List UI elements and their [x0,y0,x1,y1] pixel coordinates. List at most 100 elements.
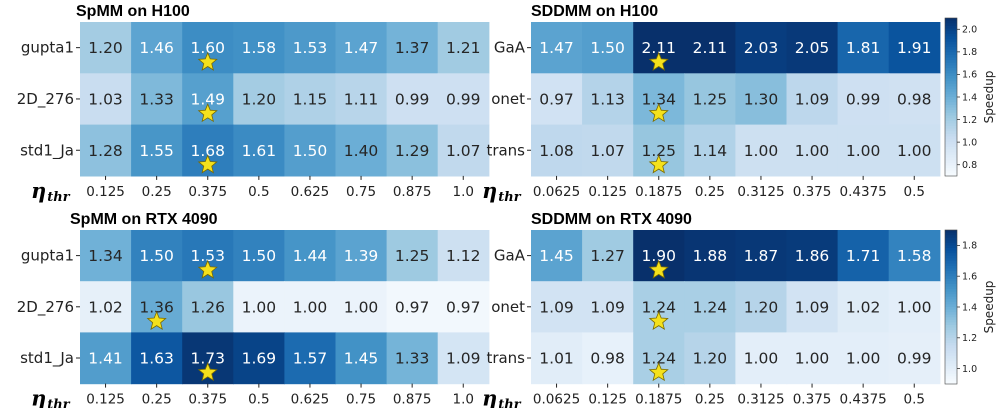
cell-value-label: 2.05 [795,39,830,57]
cell-value-label: 0.99 [897,350,932,368]
cell-value-label: 1.20 [88,39,123,57]
best-threshold-star-icon [197,362,218,382]
cell-value-label: 1.07 [590,142,625,160]
colorbar-segment [945,327,957,331]
colorbar-segment [945,304,957,308]
cell-value-label: 1.47 [344,39,379,57]
heatmap-cell [131,22,183,74]
heatmap-cell [182,281,234,333]
heatmap-cell [582,281,634,333]
heatmap-cell [335,22,388,74]
colorbar-tick-label: 1.0 [962,364,977,375]
colorbar-tick-label: 1.6 [962,70,977,81]
cell-value-label: 1.12 [446,247,481,265]
colorbar-segment [945,353,957,357]
row-label: 2D_276 [17,298,74,317]
cell-value-label: 1.02 [88,298,123,316]
colorbar-segment [945,131,957,135]
row-label: GaA [494,39,526,57]
column-label: 0.4375 [840,392,887,408]
heatmap-panel: SpMM on H100 1.20 1.46 1.60 1.58 1.53 1.47 1.37… [17,3,490,205]
colorbar-segment [945,296,957,300]
cell-value-label: 1.14 [693,142,728,160]
colorbar-segment [945,20,957,24]
colorbar-segment [945,268,957,272]
heatmap-cell [437,230,490,282]
column-label: 0.375 [188,392,227,408]
cell-value-label: 1.20 [744,298,779,316]
best-threshold-star-icon [197,154,218,174]
cell-value-label: 1.71 [846,247,881,265]
cell-value-label: 1.13 [590,90,625,108]
heatmap-cell [684,22,736,74]
heatmap-cell [531,332,583,385]
cell-value-label: 0.98 [897,90,932,108]
colorbar-segment [945,118,957,122]
heatmap-cell [735,73,788,126]
column-label: 0.75 [346,184,376,200]
cell-value-label: 1.07 [446,142,481,160]
cell-value-label: 1.25 [693,90,728,108]
colorbar-segment [945,232,957,236]
cell-value-label: 1.09 [795,90,830,108]
x-axis-label: ηthr [482,386,522,408]
colorbar-segment [945,125,957,130]
column-label: 0.5 [904,184,925,200]
colorbar-segment [945,120,957,124]
colorbar-tick-label: 1.8 [962,47,977,58]
colorbar-label: Speedup [982,71,996,124]
heatmap-cell [888,22,941,74]
colorbar-segment [945,139,957,143]
column-label: 0.75 [346,392,376,408]
heatmap-cell [284,124,337,177]
cell-value-label: 2.11 [693,39,728,57]
column-label: 0.125 [86,392,125,408]
colorbar-segment [945,330,957,334]
colorbar: 0.8 1.0 1.2 1.4 1.6 1.8 2.0 Speedup [944,17,996,177]
heatmap-cell [684,124,736,177]
heatmap-cell [335,332,388,385]
heatmap-panel: SDDMM on H100 1.47 1.50 2.11 2.11 2.03 2.05 1.8… [482,3,996,205]
cell-value-label: 1.27 [590,247,625,265]
cell-value-label: 1.58 [242,39,277,57]
colorbar-segment [945,299,957,303]
colorbar-segment [945,39,957,43]
cell-value-label: 1.00 [344,298,379,316]
colorbar-segment [945,260,957,264]
row-label: 2D_276 [17,90,74,109]
cell-value-label: 1.41 [88,350,123,368]
column-label: 0.25 [695,184,725,200]
colorbar-segment [945,86,957,90]
colorbar-segment [945,173,957,177]
cell-value-label: 1.30 [744,90,779,108]
heatmap-cell [786,230,839,282]
colorbar-segment [945,149,957,153]
column-label: 0.1875 [635,392,682,408]
colorbar-segment [945,70,957,74]
heatmap-cell [684,230,736,282]
heatmap-panel: SpMM on RTX 4090 1.34 1.50 1.53 1.50 1.44 1.39… [17,211,490,408]
chart-title: SpMM on RTX 4090 [70,211,218,228]
colorbar-segment [945,44,957,48]
column-label: 0.0625 [533,184,580,200]
cell-value-label: 1.02 [846,298,881,316]
heatmap-cell [735,332,788,385]
heatmap-cell [735,124,788,177]
cell-value-label: 1.81 [846,39,881,57]
cell-value-label: 1.53 [293,39,328,57]
cell-value-label: 1.01 [539,350,574,368]
heatmap-cell [284,332,337,385]
cell-value-label: 0.99 [395,90,430,108]
colorbar-segment [945,170,957,174]
colorbar-segment [945,133,957,137]
colorbar-segment [945,102,957,106]
heatmap-cell [531,281,583,333]
heatmap-cell [786,22,839,74]
colorbar-segment [945,319,957,323]
heatmap-cell [735,22,788,74]
column-label: 0.125 [588,392,627,408]
colorbar-segment [945,314,957,318]
colorbar-segment [945,309,957,313]
colorbar-segment [945,381,957,385]
column-label: 0.25 [142,184,172,200]
